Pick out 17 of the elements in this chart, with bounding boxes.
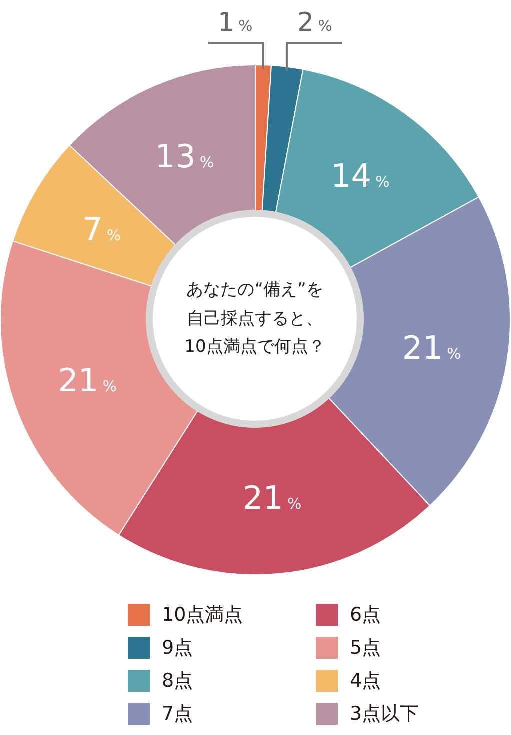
legend-label: 7点 (162, 702, 194, 726)
data-label: 21% (58, 362, 118, 400)
data-label: 2% (298, 8, 332, 38)
data-label: 1% (218, 8, 253, 38)
legend-label: 3点以下 (350, 702, 420, 726)
legend-label: 10点満点 (162, 602, 244, 628)
text: あなたの“備え”を自己採点すると、10点満点で何点？ (184, 278, 326, 360)
legend-label: 4点 (350, 668, 382, 694)
legend-label: 9点 (162, 636, 194, 660)
data-label: 14% (330, 156, 390, 195)
data-label: 21% (242, 478, 302, 517)
data-label: 13% (155, 137, 214, 176)
data-label: 7% (82, 210, 122, 248)
legend-label: 5点 (350, 636, 382, 660)
data-label: 21% (402, 329, 462, 368)
legend-label: 8点 (162, 668, 194, 694)
legend-label: 6点 (350, 602, 382, 628)
